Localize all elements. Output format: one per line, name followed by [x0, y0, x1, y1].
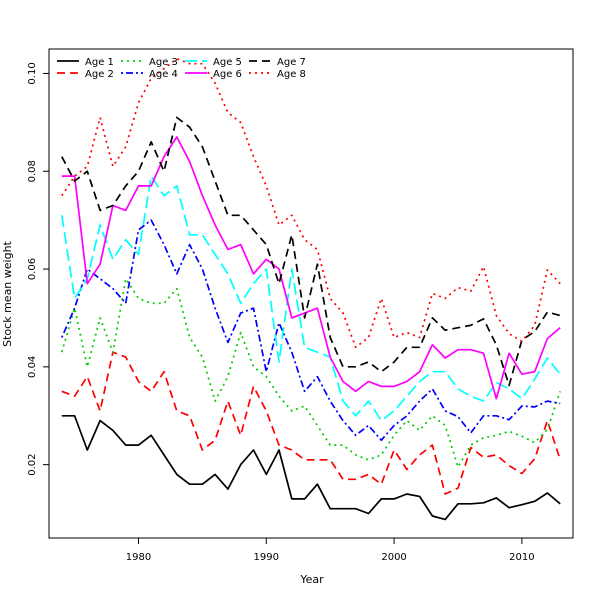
series-line-age-7 — [61, 116, 561, 387]
series-line-age-5 — [60, 175, 561, 422]
y-axis-label: Stock mean weight — [1, 240, 14, 346]
series-line-age-2 — [61, 351, 562, 495]
y-tick-label: 0.04 — [27, 356, 38, 378]
series-line-age-3 — [60, 277, 562, 468]
x-tick-label: 1990 — [254, 552, 279, 563]
y-tick-label: 0.08 — [27, 160, 38, 182]
series-line-age-6 — [61, 136, 561, 400]
series-lines — [60, 57, 562, 521]
x-tick-label: 2010 — [509, 552, 534, 563]
legend-label: Age 7 — [277, 57, 306, 68]
legend-label: Age 1 — [85, 57, 114, 68]
y-tick-label: 0.02 — [27, 454, 38, 476]
legend-label: Age 4 — [149, 69, 178, 80]
y-axis: 0.02 0.04 0.06 0.08 0.10 — [27, 62, 49, 476]
x-axis-label: Year — [299, 573, 324, 586]
x-tick-label: 1980 — [126, 552, 151, 563]
legend-label: Age 3 — [149, 57, 178, 68]
legend-label: Age 2 — [85, 69, 114, 80]
x-tick-label: 2000 — [381, 552, 406, 563]
plot-area-frame — [48, 48, 574, 539]
y-tick-label: 0.06 — [27, 258, 38, 280]
legend-label: Age 5 — [213, 57, 242, 68]
series-line-age-8 — [61, 57, 561, 349]
y-tick-label: 0.10 — [27, 62, 38, 84]
series-line-age-4 — [61, 219, 561, 442]
legend-label: Age 8 — [277, 69, 306, 80]
series-line-age-1 — [61, 414, 561, 521]
x-axis: 1980 1990 2000 2010 — [126, 538, 535, 563]
legend-label: Age 6 — [213, 69, 242, 80]
